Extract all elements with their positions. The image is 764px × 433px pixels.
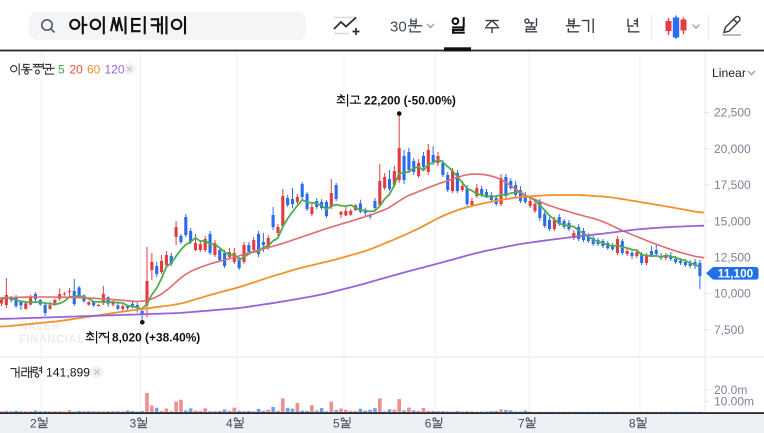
- svg-text:3: 3: [130, 417, 137, 431]
- svg-text:15,000: 15,000: [714, 214, 751, 228]
- svg-text:8,020 (+38.40%): 8,020 (+38.40%): [112, 331, 200, 345]
- svg-text:7,500: 7,500: [714, 323, 744, 337]
- svg-text:120: 120: [105, 63, 125, 77]
- svg-text:141,899: 141,899: [46, 366, 90, 380]
- svg-text:5: 5: [58, 63, 65, 77]
- svg-text:2: 2: [30, 417, 37, 431]
- svg-text:17,500: 17,500: [714, 178, 751, 192]
- svg-text:30: 30: [390, 19, 407, 36]
- svg-text:22,500: 22,500: [714, 106, 751, 120]
- svg-text:12,500: 12,500: [714, 251, 751, 265]
- svg-text:22,200 (-50.00%): 22,200 (-50.00%): [364, 94, 456, 108]
- svg-text:60: 60: [87, 63, 101, 77]
- svg-text:20,000: 20,000: [714, 142, 751, 156]
- svg-text:8: 8: [629, 417, 636, 431]
- svg-text:6: 6: [425, 417, 432, 431]
- svg-text:FINANCIAL: FINANCIAL: [19, 334, 85, 346]
- svg-text:5: 5: [333, 417, 340, 431]
- svg-text:7: 7: [518, 417, 525, 431]
- svg-text:20: 20: [70, 63, 84, 77]
- svg-text:10.00m: 10.00m: [714, 395, 754, 409]
- svg-text:4: 4: [226, 417, 233, 431]
- svg-text:11,100: 11,100: [718, 267, 754, 281]
- svg-text:10,000: 10,000: [714, 287, 751, 301]
- svg-text:20.0m: 20.0m: [714, 383, 747, 397]
- svg-text:Linear: Linear: [712, 66, 746, 80]
